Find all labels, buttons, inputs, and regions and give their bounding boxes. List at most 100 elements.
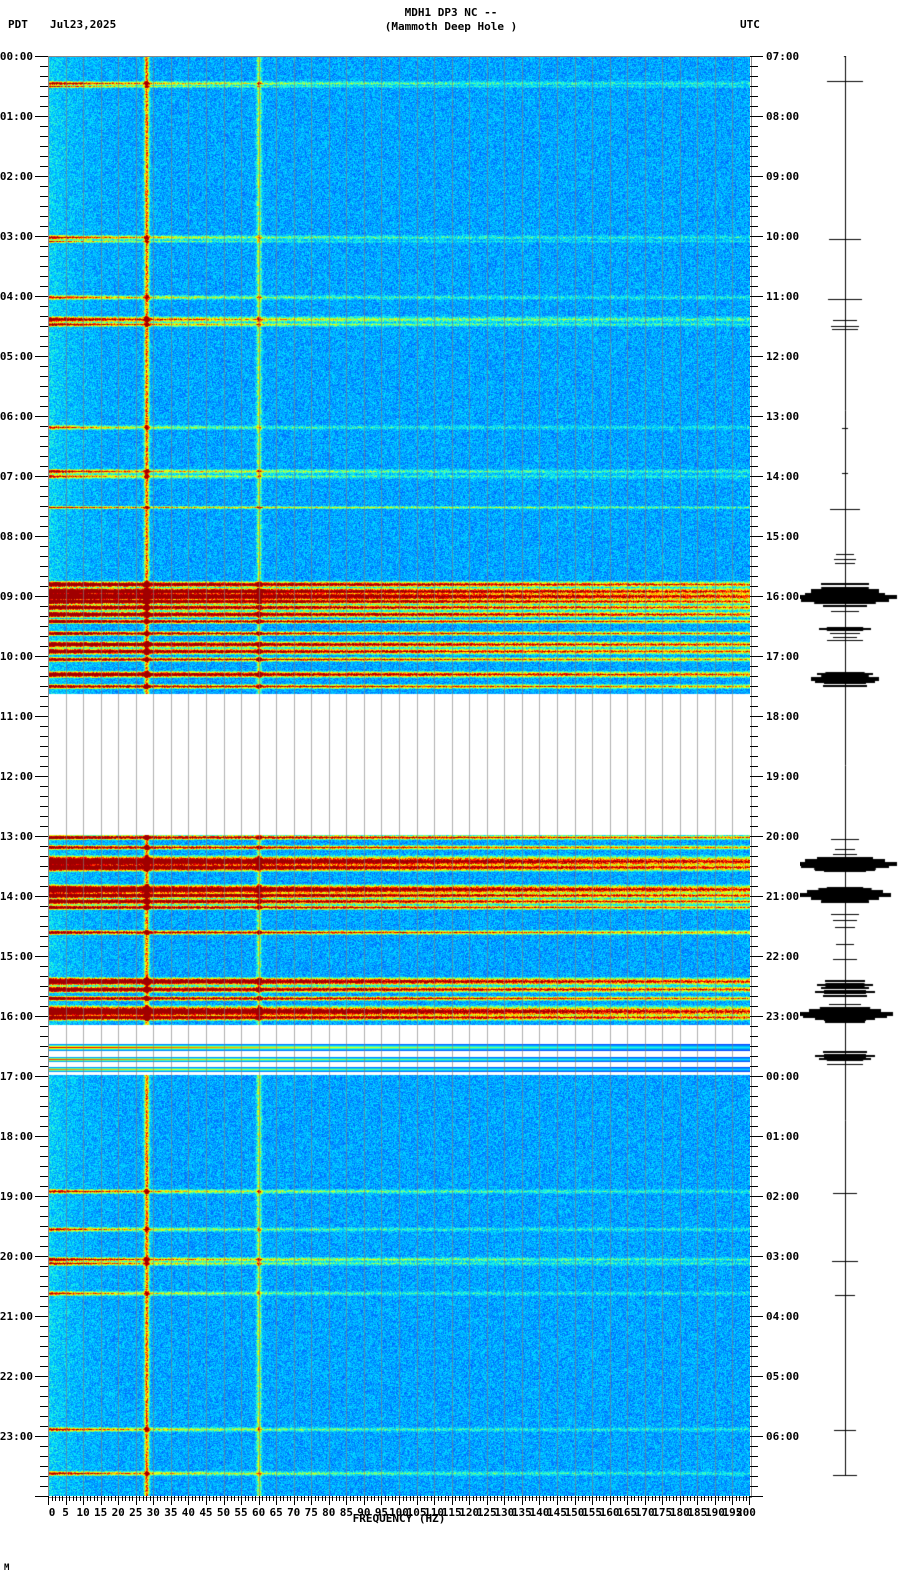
axis-tick-major: [750, 956, 763, 957]
axis-tick-major: [750, 236, 763, 237]
axis-tick-minor: [40, 186, 48, 187]
freq-tick-minor: [743, 1496, 744, 1501]
freq-tick-minor: [494, 1496, 495, 1501]
axis-tick-minor: [750, 826, 758, 827]
freq-tick-minor: [266, 1496, 267, 1501]
axis-tick-minor: [40, 576, 48, 577]
freq-tick-label: 15: [94, 1506, 108, 1519]
time-axis-utc: 07:00 08:00 09:00 10:00 11:00 12:00 13:00 14:00…: [750, 51, 902, 1497]
axis-tick-minor: [750, 156, 758, 157]
freq-tick-minor: [185, 1496, 186, 1501]
axis-tick-minor: [750, 1096, 758, 1097]
time-tick-label-utc: 02:00: [766, 1190, 800, 1203]
freq-tick-major: [662, 1496, 663, 1505]
freq-tick-minor: [160, 1496, 161, 1501]
freq-tick-minor: [599, 1496, 600, 1501]
freq-tick-label: 0: [48, 1506, 56, 1519]
time-tick-label-pdt: 12:00: [0, 770, 33, 783]
time-tick-label-pdt: 03:00: [0, 230, 33, 243]
freq-tick-minor: [94, 1496, 95, 1501]
freq-tick-minor: [445, 1496, 446, 1501]
axis-tick-major: [750, 896, 763, 897]
axis-tick-minor: [40, 1116, 48, 1117]
freq-tick-minor: [550, 1496, 551, 1501]
axis-tick-minor: [750, 1036, 758, 1037]
freq-tick-minor: [132, 1496, 133, 1501]
time-tick-label-pdt: 13:00: [0, 830, 33, 843]
freq-tick-minor: [143, 1496, 144, 1501]
freq-tick-minor: [690, 1496, 691, 1501]
freq-tick-minor: [199, 1496, 200, 1501]
time-tick-label-utc: 15:00: [766, 530, 800, 543]
freq-tick-label: 105: [406, 1506, 427, 1519]
freq-tick-minor: [532, 1496, 533, 1501]
freq-tick-label: 140: [529, 1506, 550, 1519]
axis-tick-minor: [40, 1106, 48, 1107]
axis-tick-minor: [40, 1066, 48, 1067]
axis-tick-minor: [40, 886, 48, 887]
axis-tick-minor: [750, 1386, 758, 1387]
axis-tick-minor: [40, 546, 48, 547]
freq-tick-minor: [297, 1496, 298, 1501]
freq-tick-minor: [378, 1496, 379, 1501]
axis-tick-minor: [40, 1386, 48, 1387]
freq-tick-minor: [694, 1496, 695, 1501]
axis-tick-minor: [750, 496, 758, 497]
freq-tick-minor: [459, 1496, 460, 1501]
axis-tick-minor: [750, 1466, 758, 1467]
axis-tick-major: [35, 1436, 48, 1437]
freq-tick-minor: [283, 1496, 284, 1501]
axis-tick-minor: [40, 1156, 48, 1157]
axis-tick-major: [750, 1316, 763, 1317]
axis-tick-minor: [40, 806, 48, 807]
axis-tick-minor: [40, 1416, 48, 1417]
axis-tick-major: [750, 1436, 763, 1437]
freq-tick-minor: [536, 1496, 537, 1501]
axis-tick-major: [35, 1196, 48, 1197]
corner-mark: M: [4, 1563, 10, 1573]
axis-tick-minor: [750, 946, 758, 947]
time-tick-label-pdt: 10:00: [0, 650, 33, 663]
axis-tick-minor: [40, 1296, 48, 1297]
freq-tick-minor: [638, 1496, 639, 1501]
time-tick-label-pdt: 11:00: [0, 710, 33, 723]
page-title: MDH1 DP3 NC --: [404, 6, 498, 19]
freq-tick-minor: [729, 1496, 730, 1501]
axis-tick-minor: [40, 406, 48, 407]
freq-tick-minor: [315, 1496, 316, 1501]
axis-tick-minor: [40, 1286, 48, 1287]
freq-tick-minor: [139, 1496, 140, 1501]
freq-tick-minor: [582, 1496, 583, 1501]
axis-tick-minor: [40, 1356, 48, 1357]
axis-tick-minor: [750, 1156, 758, 1157]
freq-tick-minor: [122, 1496, 123, 1501]
axis-tick-minor: [40, 1446, 48, 1447]
axis-tick-minor: [750, 1056, 758, 1057]
time-tick-label-utc: 21:00: [766, 890, 800, 903]
freq-tick-minor: [560, 1496, 561, 1501]
freq-tick-minor: [108, 1496, 109, 1501]
axis-tick-minor: [40, 436, 48, 437]
page-subtitle: (Mammoth Deep Hole ): [384, 20, 518, 33]
axis-tick-minor: [40, 336, 48, 337]
axis-tick-minor: [40, 526, 48, 527]
axis-tick-minor: [40, 1276, 48, 1277]
freq-tick-minor: [511, 1496, 512, 1501]
axis-tick-minor: [40, 1326, 48, 1327]
axis-tick-minor: [40, 76, 48, 77]
axis-tick-minor: [750, 1086, 758, 1087]
axis-tick-minor: [40, 666, 48, 667]
axis-tick-minor: [40, 266, 48, 267]
axis-tick-minor: [750, 666, 758, 667]
time-tick-label-utc: 23:00: [766, 1010, 800, 1023]
freq-tick-label: 165: [617, 1506, 638, 1519]
freq-tick-label: 45: [199, 1506, 213, 1519]
axis-tick-minor: [750, 606, 758, 607]
axis-tick-minor: [750, 1406, 758, 1407]
freq-tick-minor: [655, 1496, 656, 1501]
axis-tick-minor: [750, 1266, 758, 1267]
freq-tick-label: 10: [76, 1506, 90, 1519]
axis-tick-minor: [750, 1006, 758, 1007]
axis-tick-minor: [750, 226, 758, 227]
axis-tick-minor: [750, 1306, 758, 1307]
